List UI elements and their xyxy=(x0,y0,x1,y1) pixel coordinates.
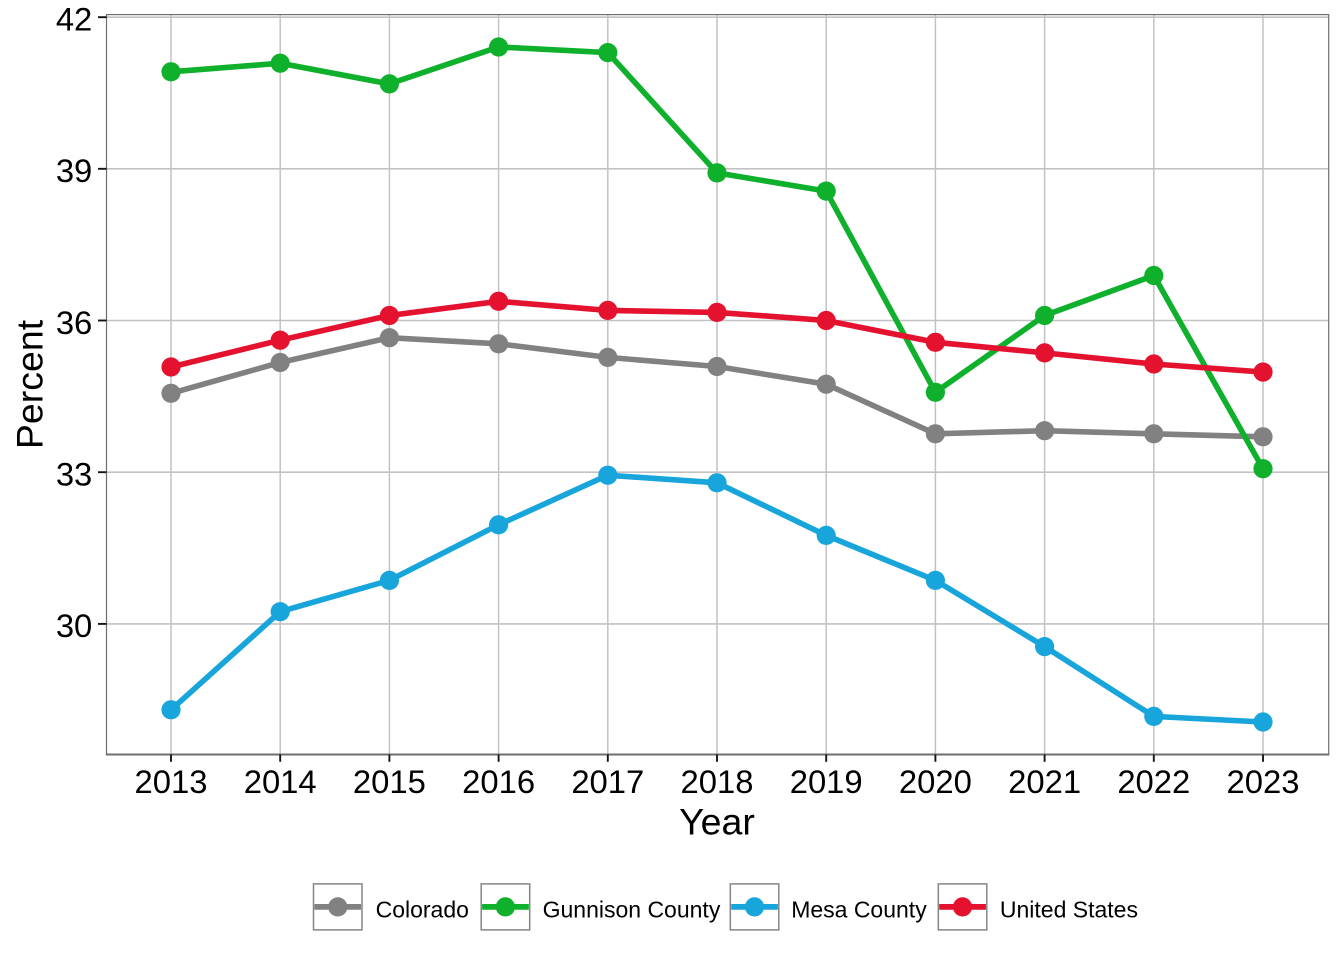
svg-text:2018: 2018 xyxy=(681,763,754,800)
svg-text:2022: 2022 xyxy=(1117,763,1190,800)
svg-text:30: 30 xyxy=(56,607,92,644)
svg-text:Colorado: Colorado xyxy=(376,896,469,922)
svg-text:42: 42 xyxy=(56,1,92,38)
svg-text:39: 39 xyxy=(56,152,92,189)
svg-text:36: 36 xyxy=(56,304,92,341)
svg-text:Percent: Percent xyxy=(9,319,51,449)
svg-text:33: 33 xyxy=(56,456,92,493)
svg-text:2021: 2021 xyxy=(1008,763,1081,800)
svg-text:Year: Year xyxy=(679,801,755,843)
svg-text:United States: United States xyxy=(1000,896,1138,922)
svg-text:2014: 2014 xyxy=(244,763,317,800)
svg-text:2013: 2013 xyxy=(135,763,208,800)
svg-text:2016: 2016 xyxy=(462,763,535,800)
svg-text:2023: 2023 xyxy=(1227,763,1300,800)
svg-text:Gunnison County: Gunnison County xyxy=(543,896,721,922)
svg-text:Mesa County: Mesa County xyxy=(791,896,927,922)
svg-text:2020: 2020 xyxy=(899,763,972,800)
svg-text:2017: 2017 xyxy=(571,763,644,800)
svg-text:2015: 2015 xyxy=(353,763,426,800)
svg-text:2019: 2019 xyxy=(790,763,863,800)
